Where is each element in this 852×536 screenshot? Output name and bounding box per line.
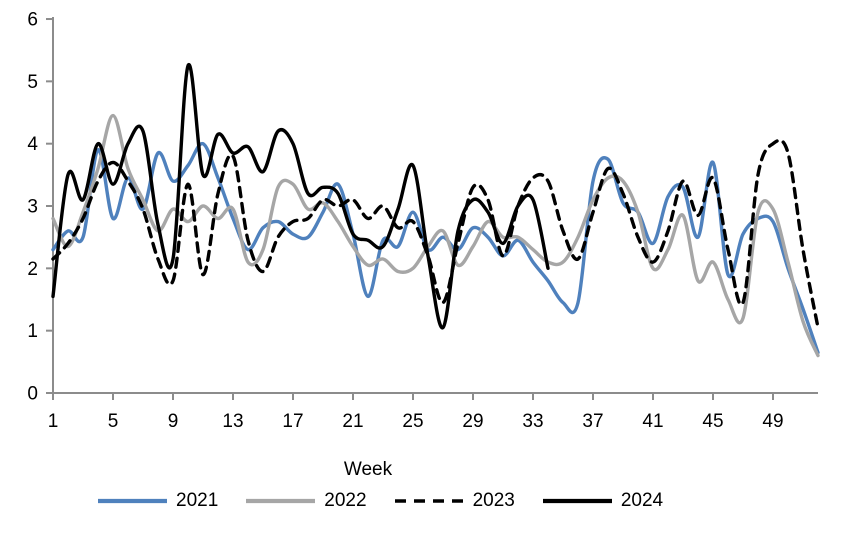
x-tick-label: 9 — [168, 411, 179, 432]
x-tick-label: 13 — [222, 411, 243, 432]
legend: 2021 2022 2023 2024 — [97, 490, 663, 512]
legend-label-2022: 2022 — [324, 490, 367, 511]
y-tick-label: 0 — [27, 384, 38, 405]
series-line-2023 — [51, 138, 820, 330]
x-tick-label: 45 — [702, 411, 723, 432]
legend-line-sample-2024 — [542, 498, 612, 504]
legend-item-2024: 2024 — [542, 490, 663, 512]
legend-item-2021: 2021 — [97, 490, 218, 512]
y-tick-label: 6 — [27, 10, 38, 31]
x-tick-label: 25 — [402, 411, 423, 432]
x-tick-label: 21 — [342, 411, 363, 432]
legend-line-sample-2022 — [246, 498, 316, 504]
y-tick-label: 3 — [27, 197, 38, 218]
y-tick-label: 4 — [27, 134, 38, 155]
y-tick-label: 5 — [27, 72, 38, 93]
series-line-2024 — [51, 63, 550, 330]
legend-label-2023: 2023 — [472, 490, 515, 511]
x-axis-title: Week — [343, 459, 393, 480]
x-tick-label: 17 — [282, 411, 303, 432]
x-tick-label: 37 — [582, 411, 603, 432]
series-line-2021 — [51, 141, 820, 355]
x-tick-label: 29 — [462, 411, 483, 432]
legend-line-sample-2023 — [394, 499, 464, 503]
legend-item-2023: 2023 — [394, 490, 515, 512]
series-line-2022 — [51, 113, 820, 358]
y-tick-label: 2 — [27, 259, 38, 280]
legend-item-2022: 2022 — [245, 490, 367, 512]
x-tick-label: 49 — [762, 411, 783, 432]
x-tick-label: 33 — [522, 411, 543, 432]
y-tick-label: 1 — [27, 321, 38, 342]
x-tick-label: 5 — [108, 411, 119, 432]
x-tick-label: 1 — [48, 411, 59, 432]
legend-label-2021: 2021 — [176, 490, 219, 511]
x-tick-label: 41 — [642, 411, 663, 432]
legend-line-sample-2021 — [98, 498, 167, 504]
legend-label-2024: 2024 — [620, 490, 664, 511]
